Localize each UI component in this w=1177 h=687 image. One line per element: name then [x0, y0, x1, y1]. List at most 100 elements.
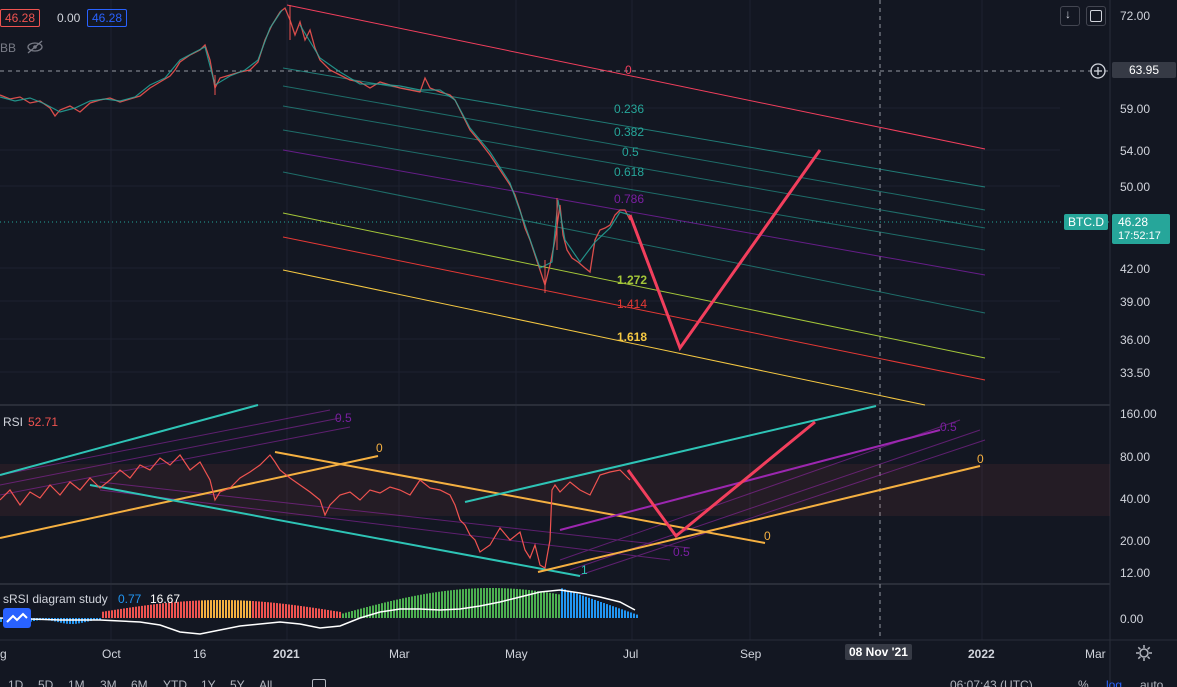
srsi-bar [351, 611, 353, 618]
srsi-bar [294, 605, 296, 618]
srsi-bar [354, 610, 356, 618]
calendar-icon[interactable] [312, 679, 326, 687]
srsi-bar [216, 600, 218, 618]
srsi-bar [483, 588, 485, 618]
srsi-bar [534, 590, 536, 618]
range-5d-button[interactable]: 5D [38, 678, 54, 687]
srsi-bar [567, 590, 569, 618]
price-candles [0, 5, 631, 293]
srsi-bar [138, 606, 140, 618]
srsi-bar [30, 618, 32, 622]
range-ytd-button[interactable]: YTD [163, 678, 187, 687]
srsi-bar [0, 618, 2, 622]
srsi-bar [450, 590, 452, 618]
srsi-bar [435, 592, 437, 618]
srsi-bar [525, 589, 527, 618]
time-tick: 2022 [968, 647, 995, 661]
srsi-bar [291, 604, 293, 618]
srsi-bar [99, 618, 101, 620]
price-tick: 39.00 [1120, 295, 1151, 309]
srsi-bar [252, 601, 254, 618]
srsi-bar [117, 609, 119, 618]
srsi-bar [624, 610, 626, 618]
fib-label-0: 0 [625, 63, 632, 77]
rsi-tick: 80.00 [1120, 450, 1151, 464]
srsi-bar [204, 600, 206, 618]
srsi-bar [255, 601, 257, 618]
srsi-label[interactable]: sRSI diagram study [3, 592, 108, 606]
bb-indicator-label[interactable]: BB [0, 41, 17, 55]
add-alert-button[interactable] [1089, 62, 1107, 80]
srsi-bar [375, 604, 377, 618]
srsi-bar [447, 590, 449, 618]
fib-channel[interactable] [282, 4, 986, 406]
gear-icon[interactable] [1135, 644, 1153, 662]
range-6m-button[interactable]: 6M [131, 678, 148, 687]
srsi-bar [411, 596, 413, 618]
range-all-button[interactable]: All [259, 678, 273, 687]
fib-label-0236: 0.236 [614, 102, 645, 116]
srsi-bar [129, 607, 131, 618]
scroll-down-button[interactable]: ↓ [1060, 6, 1080, 26]
range-3m-button[interactable]: 3M [100, 678, 117, 687]
srsi-bar [390, 601, 392, 618]
rsi-label[interactable]: RSI [3, 415, 24, 429]
price-tick: 72.00 [1120, 9, 1151, 23]
srsi-bar [615, 607, 617, 618]
srsi-value-2: 16.67 [150, 592, 181, 606]
srsi-bar [423, 594, 425, 618]
srsi-bar [546, 592, 548, 618]
rsi-projection-path[interactable] [626, 420, 816, 539]
rsi-tick: 12.00 [1120, 566, 1151, 580]
last-price-badge: 46.28 17:52:17 [1112, 214, 1170, 244]
log-scale-toggle[interactable]: log [1106, 678, 1123, 687]
srsi-bar [66, 618, 68, 624]
srsi-bar [612, 606, 614, 618]
srsi-bar [72, 618, 74, 624]
eye-off-icon[interactable] [26, 40, 44, 54]
range-1m-button[interactable]: 1M [68, 678, 85, 687]
logo-icon [6, 612, 28, 623]
range-1y-button[interactable]: 1Y [201, 678, 216, 687]
srsi-bar [96, 618, 98, 621]
srsi-bar [552, 593, 554, 618]
srsi-bar [510, 588, 512, 618]
srsi-bar [531, 590, 533, 618]
range-1d-button[interactable]: 1D [8, 678, 24, 687]
utc-clock[interactable]: 06:07:43 (UTC) [950, 678, 1033, 687]
rsi-overbought-zone [0, 464, 1110, 516]
srsi-bar [636, 614, 638, 618]
srsi-bar [474, 588, 476, 618]
symbol-badge[interactable]: BTC.D [1064, 214, 1108, 230]
range-5y-button[interactable]: 5Y [230, 678, 245, 687]
srsi-bar [300, 606, 302, 618]
srsi-bar [219, 600, 221, 618]
srsi-bar [504, 588, 506, 618]
srsi-bar [177, 601, 179, 618]
srsi-bar [378, 603, 380, 618]
percent-scale-toggle[interactable]: % [1078, 678, 1089, 687]
srsi-bar [168, 602, 170, 618]
srsi-bar [360, 608, 362, 618]
srsi-bar [549, 592, 551, 618]
auto-scale-toggle[interactable]: auto [1140, 678, 1164, 687]
fullscreen-button[interactable] [1086, 6, 1106, 26]
srsi-bar [480, 588, 482, 618]
srsi-bar [135, 606, 137, 618]
range-toolbar: 1D 5D 1M 3M 6M YTD 1Y 5Y All 06:07:43 (U… [0, 674, 1177, 687]
srsi-bar [591, 598, 593, 618]
srsi-bar [336, 611, 338, 618]
srsi-bar [93, 618, 95, 621]
srsi-bar [609, 605, 611, 618]
legend-change-value: 0.00 [57, 11, 81, 25]
time-tick: Mar [1085, 647, 1106, 661]
price-projection-path[interactable] [628, 149, 822, 352]
srsi-bar [162, 603, 164, 618]
srsi-bar [465, 588, 467, 618]
rsi-channels[interactable] [0, 404, 986, 577]
tradingview-logo[interactable] [3, 608, 31, 628]
srsi-bar [267, 602, 269, 618]
time-tick: Jul [623, 647, 639, 661]
srsi-bar [330, 610, 332, 618]
